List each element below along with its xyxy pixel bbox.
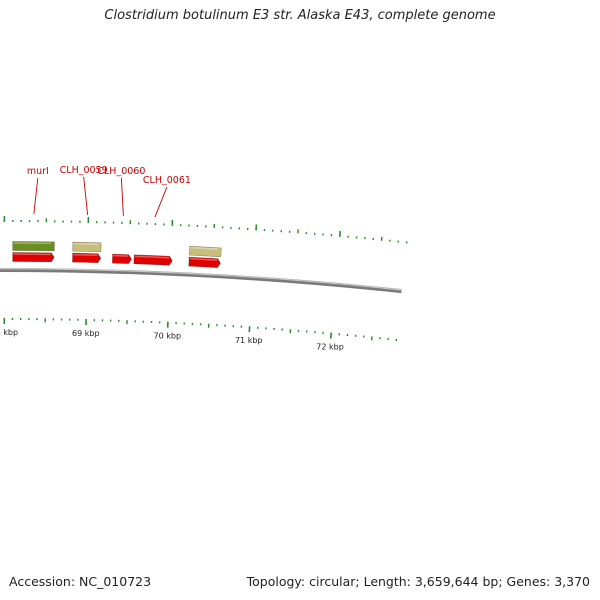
gene-label-CLH_0061: CLH_0061	[143, 175, 191, 186]
gene-labels: carBCLH_0056CLH_0057murICLH_0059CLH_0060…	[27, 165, 191, 218]
gene-next-tan[interactable]	[188, 245, 222, 258]
label-leader-line	[154, 186, 168, 218]
ruler-tick	[329, 332, 333, 339]
gene-highlight	[73, 253, 98, 256]
ruler-label: 68 kbp	[0, 328, 18, 337]
figure-title: Clostridium botulinum E3 str. Alaska E43…	[104, 8, 496, 23]
gene-CLH_0059[interactable]	[72, 252, 102, 264]
label-leader-line	[33, 178, 39, 215]
ruler-label: 69 kbp	[72, 329, 100, 338]
gene-highlight	[190, 246, 219, 250]
genome-backbone-highlight	[0, 268, 402, 291]
gene-features	[12, 241, 222, 268]
label-leader-line	[83, 176, 89, 216]
gene-CLH_0060[interactable]	[112, 253, 132, 264]
ruler-label: 71 kbp	[235, 336, 263, 345]
gene-label-murI: murI	[27, 166, 49, 177]
genome-summary-text: Topology: circular; Length: 3,659,644 bp…	[246, 574, 590, 589]
gene-CLH_0059-tan[interactable]	[72, 241, 102, 253]
gene-murI-olive[interactable]	[12, 241, 55, 252]
gene-highlight	[189, 257, 218, 261]
ruler-label: 70 kbp	[154, 332, 182, 341]
outer-tick-ring	[3, 216, 408, 244]
gene-next-red[interactable]	[188, 256, 221, 268]
genome-backbone	[0, 268, 402, 294]
gene-highlight	[134, 255, 170, 259]
gene-murI[interactable]	[12, 252, 55, 263]
ruler-label: 72 kbp	[316, 343, 344, 352]
inner-tick-ring	[3, 318, 398, 341]
ruler-tick	[338, 230, 342, 238]
gene-CLH_0061[interactable]	[133, 254, 173, 266]
gene-label-CLH_0060: CLH_0060	[97, 166, 145, 177]
accession-text: Accession: NC_010723	[9, 574, 152, 589]
label-leader-line	[120, 177, 124, 216]
gene-highlight	[73, 242, 98, 245]
gene-label-CLH_0059: CLH_0059	[60, 165, 108, 176]
